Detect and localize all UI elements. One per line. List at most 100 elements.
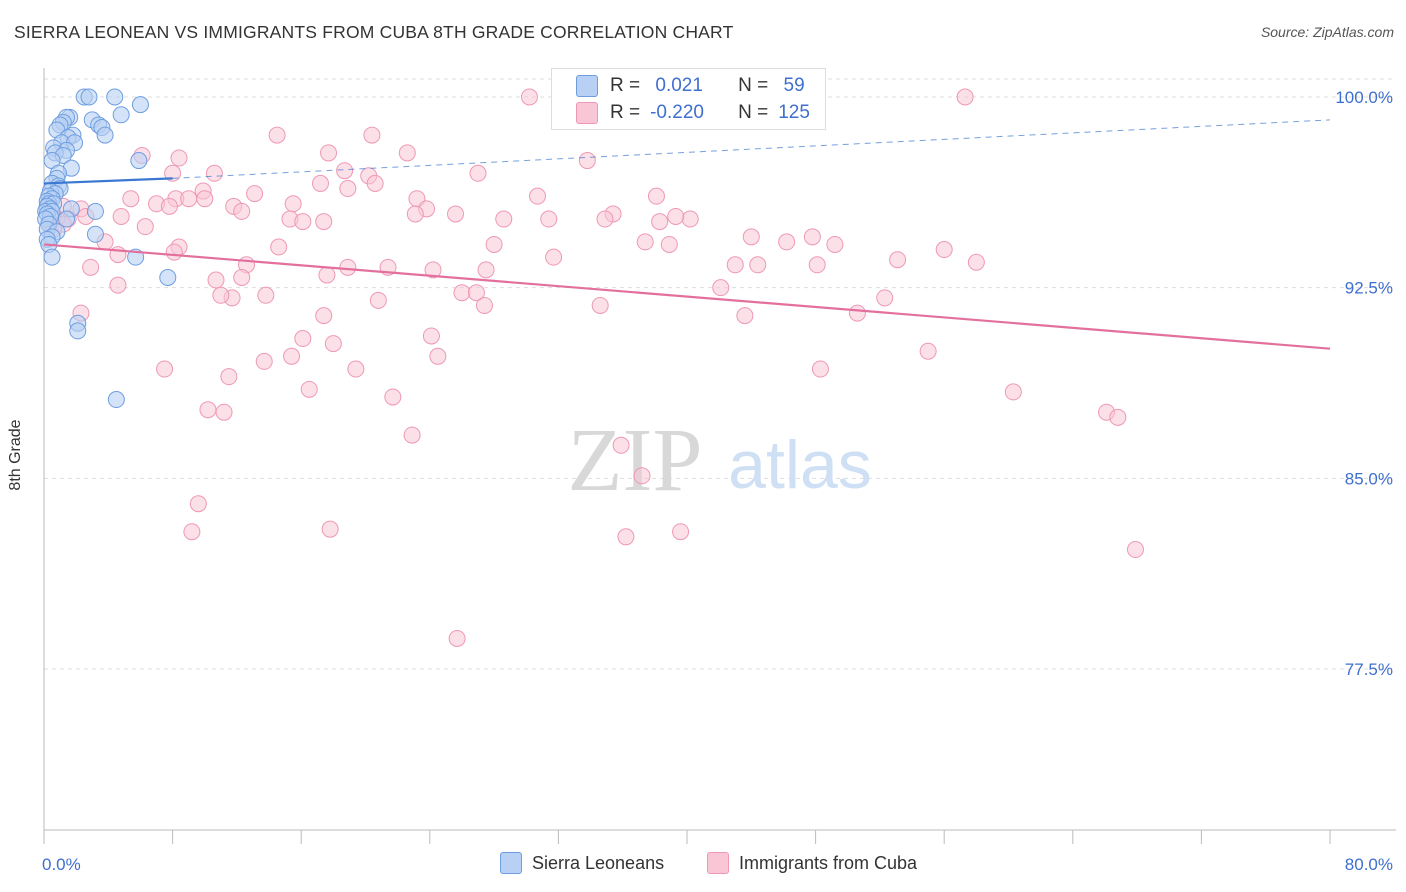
cuba-point <box>363 126 381 144</box>
watermark-zip: ZIP <box>568 411 703 510</box>
cuba-point <box>321 520 339 538</box>
trend-lines <box>43 119 1331 350</box>
sierra-trend-line <box>43 177 173 185</box>
cuba-point <box>320 144 338 162</box>
cuba-point <box>257 286 275 304</box>
cuba-point <box>156 360 174 378</box>
cuba-point <box>311 174 329 192</box>
r-label: R = <box>610 102 641 123</box>
legend-label-cuba: Immigrants from Cuba <box>739 852 918 873</box>
cuba-point <box>294 330 312 348</box>
legend-swatch-pink <box>707 852 729 874</box>
cuba-point <box>233 202 251 220</box>
legend-label-sierra: Sierra Leoneans <box>532 852 665 873</box>
cuba-point <box>477 261 495 279</box>
cuba-point <box>199 401 217 419</box>
cuba-point <box>469 164 487 182</box>
cuba-point <box>255 352 273 370</box>
cuba-point <box>672 523 690 541</box>
cuba-point <box>826 235 844 253</box>
blue-series-points <box>37 88 177 409</box>
cuba-point <box>268 126 286 144</box>
sierra-point <box>80 88 98 106</box>
y-tick-label: 77.5% <box>1345 660 1393 679</box>
cuba-point <box>189 495 207 513</box>
cuba-point <box>778 233 796 251</box>
legend-item-sierra: Sierra Leoneans <box>500 852 664 874</box>
cuba-point <box>1126 541 1144 559</box>
sierra-point <box>130 152 148 170</box>
cuba-point <box>429 347 447 365</box>
cuba-point <box>183 523 201 541</box>
cuba-point <box>315 307 333 325</box>
cuba-point <box>246 185 264 203</box>
grid-lines <box>44 78 1396 670</box>
cuba-point <box>398 144 416 162</box>
cuba-point <box>170 149 188 167</box>
cuba-point <box>366 174 384 192</box>
cuba-point <box>300 380 318 398</box>
cuba-point <box>422 327 440 345</box>
cuba-point <box>742 228 760 246</box>
cuba-point <box>315 213 333 231</box>
swatch-blue <box>576 75 598 97</box>
cuba-point <box>180 190 198 208</box>
cuba-point <box>369 291 387 309</box>
y-tick-label: 85.0% <box>1345 469 1393 488</box>
cuba-point <box>811 360 829 378</box>
cuba-point <box>406 205 424 223</box>
pink-series-points <box>45 88 1144 647</box>
cuba-point <box>220 368 238 386</box>
cuba-point <box>545 248 563 266</box>
cuba-point <box>205 164 223 182</box>
corr-row-sierra: R = 0.021 N = 59 <box>576 73 805 99</box>
cuba-point <box>467 284 485 302</box>
cuba-point <box>848 304 866 322</box>
cuba-point <box>651 213 669 231</box>
cuba-point <box>749 256 767 274</box>
cuba-point <box>617 528 635 546</box>
cuba-point <box>612 436 630 454</box>
r-label: R = <box>610 75 641 96</box>
cuba-point <box>636 233 654 251</box>
sierra-point <box>112 106 130 124</box>
n-label: N = <box>738 75 769 96</box>
n-value: 59 <box>778 75 805 96</box>
x-tick-label-max: 80.0% <box>1345 855 1393 874</box>
cuba-point <box>660 235 678 253</box>
r-value: -0.220 <box>650 102 704 123</box>
cuba-point <box>233 268 251 286</box>
cuba-point <box>318 266 336 284</box>
cuba-point <box>207 271 225 289</box>
axes <box>43 68 1396 844</box>
n-value: 125 <box>778 102 810 123</box>
cuba-point <box>424 261 442 279</box>
y-tick-label: 100.0% <box>1335 88 1393 107</box>
cuba-point <box>485 235 503 253</box>
cuba-point <box>453 284 471 302</box>
n-label: N = <box>738 102 769 123</box>
cuba-trend-line <box>43 243 1331 350</box>
r-value: 0.021 <box>650 75 703 96</box>
cuba-point <box>283 347 301 365</box>
cuba-point <box>475 296 493 314</box>
cuba-point <box>803 228 821 246</box>
sierra-point <box>159 268 177 286</box>
cuba-point <box>165 243 183 261</box>
legend-item-cuba: Immigrants from Cuba <box>707 852 917 874</box>
cuba-point <box>596 210 614 228</box>
cuba-point <box>889 251 907 269</box>
cuba-point <box>1004 383 1022 401</box>
sierra-point <box>86 225 104 243</box>
cuba-point <box>578 152 596 170</box>
sierra-point <box>86 202 104 220</box>
y-tick-label: 92.5% <box>1345 279 1393 298</box>
corr-row-cuba: R = -0.220 N = 125 <box>576 100 810 126</box>
sierra-point <box>69 322 87 340</box>
cuba-point <box>447 205 465 223</box>
cuba-point <box>808 256 826 274</box>
chart-title: SIERRA LEONEAN VS IMMIGRANTS FROM CUBA 8… <box>14 22 734 42</box>
x-tick-label-min: 0.0% <box>42 855 81 874</box>
sierra-point <box>96 126 114 144</box>
